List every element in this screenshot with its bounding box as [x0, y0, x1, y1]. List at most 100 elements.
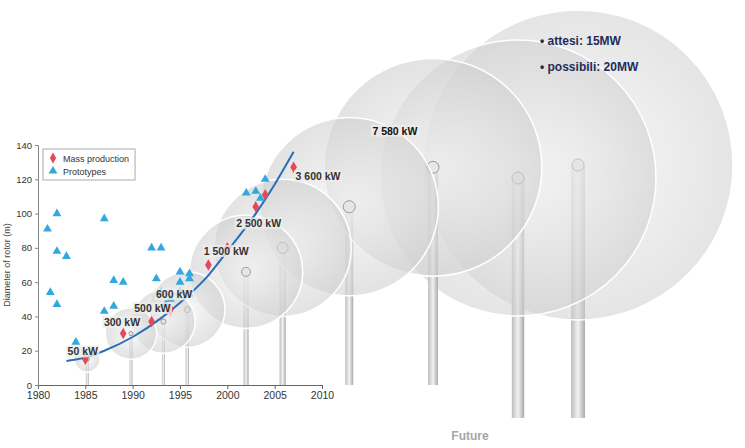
x-axis: 1980 1985 1990 1995 2000 2005 2010 [27, 385, 335, 401]
hub [242, 267, 251, 276]
hub [129, 332, 133, 336]
point [157, 243, 166, 251]
annotation: • attesi: 15MW [540, 34, 622, 48]
x-tick-mark [275, 385, 276, 389]
x-tick: 1985 [74, 385, 98, 401]
y-tick: 20 [21, 345, 38, 356]
power-label: 2 500 kW [236, 217, 281, 229]
y-tick-mark [35, 179, 38, 180]
y-tick: 0 [27, 380, 38, 391]
y-tick: 100 [16, 208, 38, 219]
y-tick-label: 0 [27, 380, 32, 391]
legend-swatch [49, 166, 58, 174]
point [43, 224, 52, 232]
point [53, 208, 62, 216]
label-patch [133, 302, 172, 314]
point [62, 251, 71, 259]
point [119, 277, 128, 285]
point [176, 277, 185, 285]
y-tick-label: 60 [21, 277, 32, 288]
point [147, 243, 156, 251]
x-tick-label: 1995 [169, 389, 193, 401]
x-tick-mark [227, 385, 228, 389]
point [53, 246, 62, 254]
point [53, 299, 62, 307]
legend-swatch [50, 153, 56, 164]
x-tick-mark [133, 385, 134, 389]
x-tick: 2010 [311, 385, 335, 401]
x-tick: 1995 [169, 385, 193, 401]
label-patch [66, 345, 99, 357]
point [176, 267, 185, 275]
power-label: 50 kW [68, 345, 98, 357]
power-label: 1 500 kW [204, 245, 249, 257]
x-tick-label: 1990 [121, 389, 145, 401]
power-label: 600 kW [156, 288, 192, 300]
point [100, 306, 109, 314]
point [242, 188, 251, 196]
trend-line [66, 152, 293, 361]
point [205, 259, 212, 270]
label-patch [235, 217, 283, 229]
annotation: • possibili: 20MW [540, 60, 639, 74]
y-tick-label: 100 [16, 208, 32, 219]
x-tick-mark [180, 385, 181, 389]
point [252, 201, 259, 212]
y-tick-label: 140 [16, 140, 32, 151]
y-tick-mark [35, 248, 38, 249]
point [109, 275, 118, 283]
y-tick-mark [35, 351, 38, 352]
y-tick-label: 80 [21, 242, 32, 253]
hub [161, 319, 166, 324]
hub [343, 201, 355, 213]
x-tick-label: 1985 [74, 389, 98, 401]
power-label: 7 580 kW [372, 125, 417, 137]
power-label: 500 kW [134, 302, 170, 314]
legend: Mass productionPrototypes [43, 149, 135, 180]
x-tick-mark [322, 385, 323, 389]
x-tick: 2000 [216, 385, 240, 401]
y-tick: 120 [16, 174, 38, 185]
label-patch [294, 170, 342, 182]
label-patch [154, 288, 193, 300]
point [109, 301, 118, 309]
point [71, 337, 80, 345]
plot-area [43, 152, 297, 365]
label-patch [371, 125, 419, 137]
legend-box [43, 149, 135, 180]
y-tick: 80 [21, 242, 38, 253]
legend-label: Prototypes [63, 167, 107, 177]
point [261, 174, 270, 182]
label-patch [202, 245, 250, 257]
future-label: Future [451, 429, 489, 443]
y-axis: 0 20 40 60 80 100 120 140 [16, 140, 38, 391]
point [152, 274, 161, 282]
y-tick-mark [35, 145, 38, 146]
x-tick-label: 2005 [263, 389, 287, 401]
x-tick-label: 2010 [311, 389, 335, 401]
y-tick-label: 20 [21, 345, 32, 356]
x-tick-label: 2000 [216, 389, 240, 401]
y-tick: 140 [16, 140, 38, 151]
y-tick-mark [35, 385, 38, 386]
y-axis-title: Diameter of rotor (m) [2, 223, 12, 307]
y-tick-mark [35, 282, 38, 283]
point [120, 328, 127, 339]
y-tick-label: 40 [21, 311, 32, 322]
x-tick: 2005 [263, 385, 287, 401]
power-label: 3 600 kW [296, 170, 341, 182]
power-label: 300 kW [104, 316, 140, 328]
y-tick-mark [35, 316, 38, 317]
chart-root: 1980 1985 1990 1995 2000 2005 2010 0 20 40 60 80 100… [0, 0, 745, 448]
point [185, 274, 194, 282]
y-axis-line [35, 146, 39, 386]
point [148, 316, 155, 327]
point [251, 186, 260, 194]
point [256, 193, 265, 201]
x-tick-label: 1980 [27, 389, 51, 401]
x-tick: 1990 [121, 385, 145, 401]
point [46, 287, 55, 295]
label-patch [102, 316, 141, 328]
point [100, 214, 109, 222]
y-tick: 60 [21, 277, 38, 288]
